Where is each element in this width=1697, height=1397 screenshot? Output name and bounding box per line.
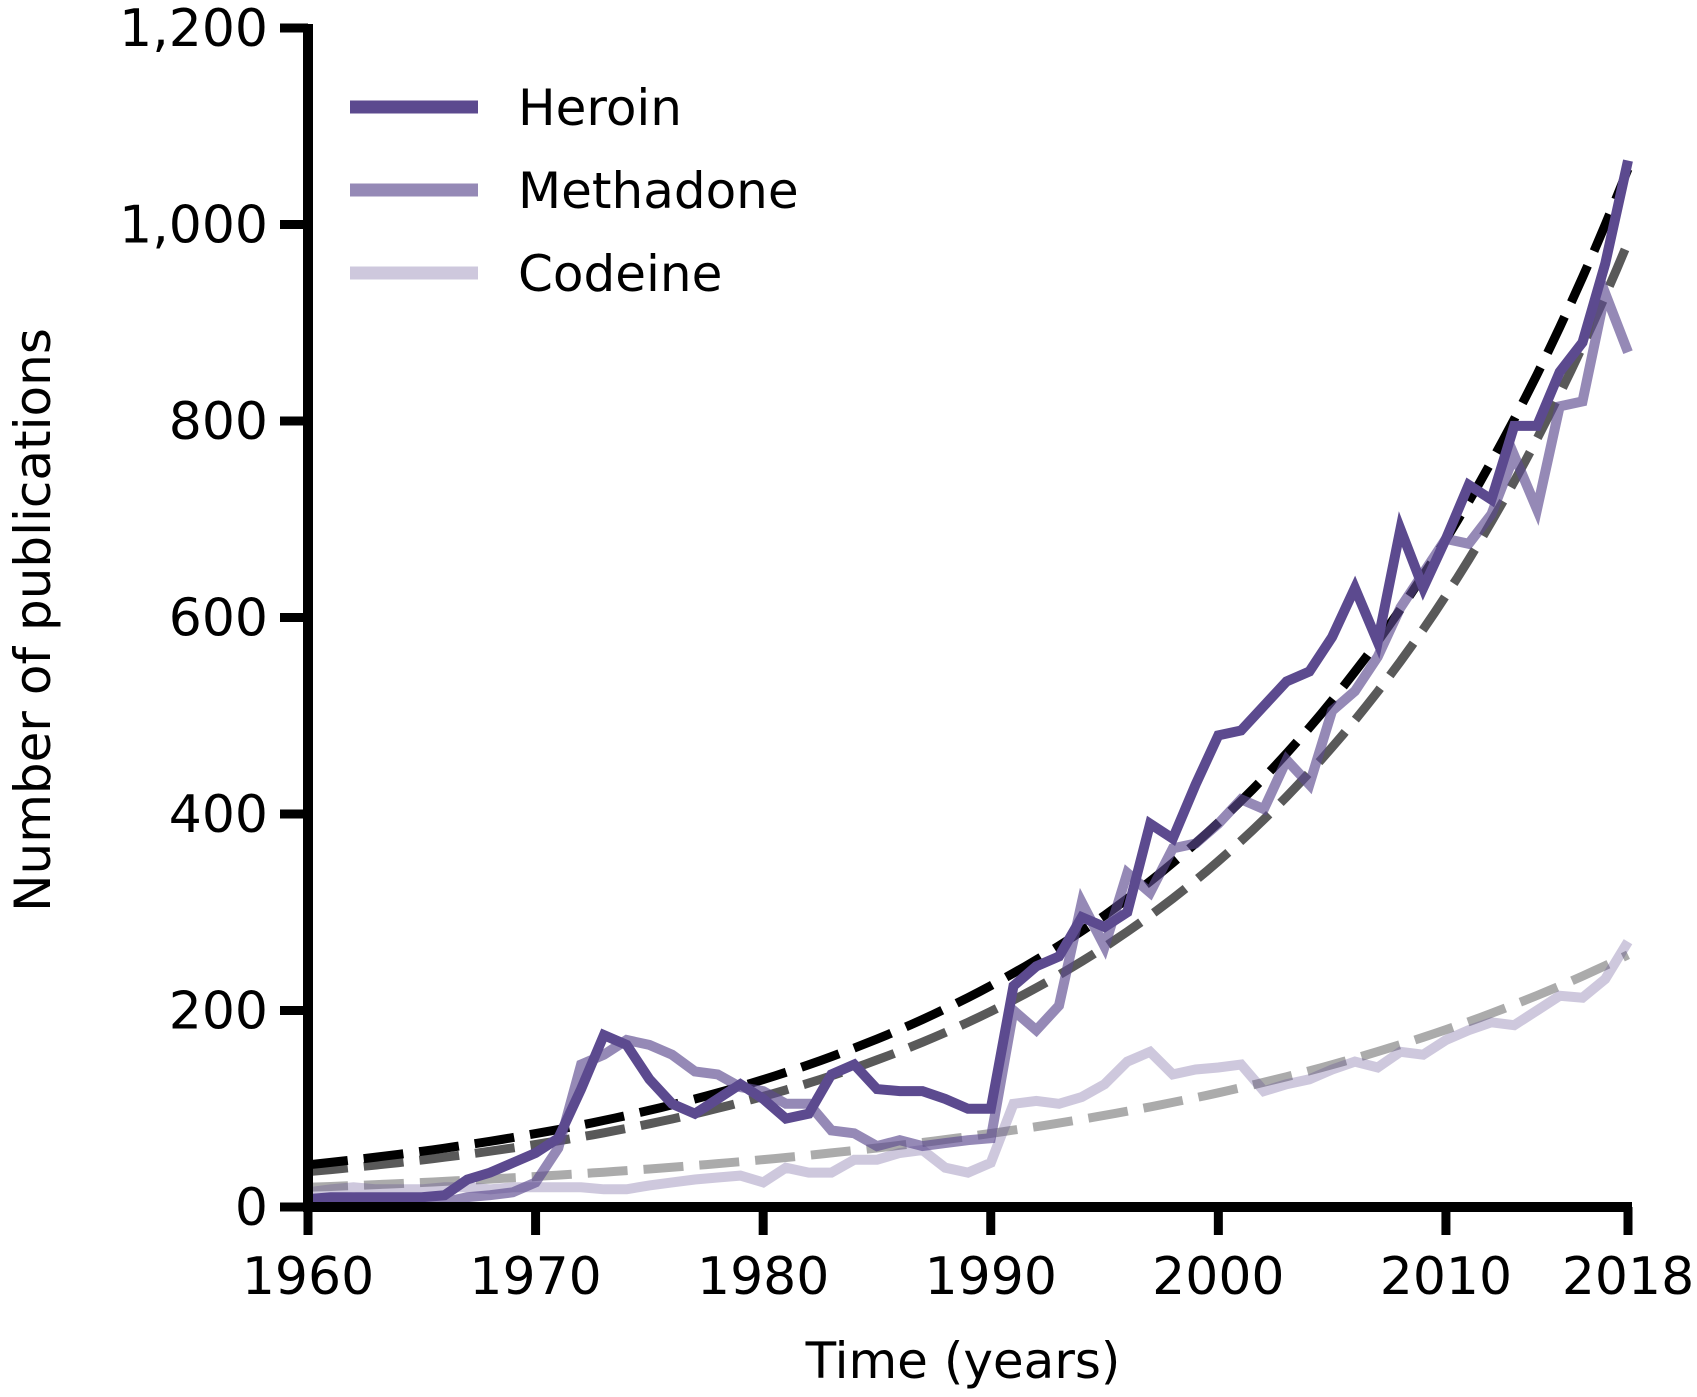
y-tick-label: 1,000: [119, 196, 268, 256]
legend-label-codeine: Codeine: [518, 245, 722, 303]
legend: Heroin Methadone Codeine: [350, 79, 799, 303]
data-series: [307, 159, 1633, 1208]
y-tick-label: 1,200: [119, 0, 268, 59]
y-tick-label: 600: [169, 589, 268, 649]
fit-curves: [307, 167, 1633, 1192]
x-tick-label: 2000: [1152, 1247, 1284, 1307]
x-tick-label: 2018: [1562, 1247, 1694, 1307]
y-tick-label: 400: [169, 785, 268, 845]
y-axis-title: Number of publications: [4, 328, 62, 912]
series-line-heroin: [307, 159, 1633, 1205]
series-line-methadone: [308, 275, 1633, 1208]
x-tick-label: 1960: [242, 1247, 374, 1307]
y-tick-label: 200: [169, 982, 268, 1042]
legend-label-heroin: Heroin: [518, 79, 682, 137]
axes: 1960 1970 1980 1990 2000 2010 2018 0 200 400 600 80…: [119, 0, 1694, 1307]
fit-curve-1: [307, 167, 1633, 1170]
x-tick-label: 1990: [925, 1247, 1057, 1307]
series-line-codeine: [307, 939, 1633, 1198]
x-tick-label: 1980: [697, 1247, 829, 1307]
y-tick-label: 0: [235, 1178, 268, 1238]
x-axis-title: Time (years): [805, 1332, 1121, 1390]
x-tick-label: 2010: [1380, 1247, 1512, 1307]
y-tick-label: 800: [169, 392, 268, 452]
legend-label-methadone: Methadone: [518, 162, 799, 220]
fit-curve-2: [307, 240, 1633, 1177]
x-tick-label: 1970: [469, 1247, 601, 1307]
